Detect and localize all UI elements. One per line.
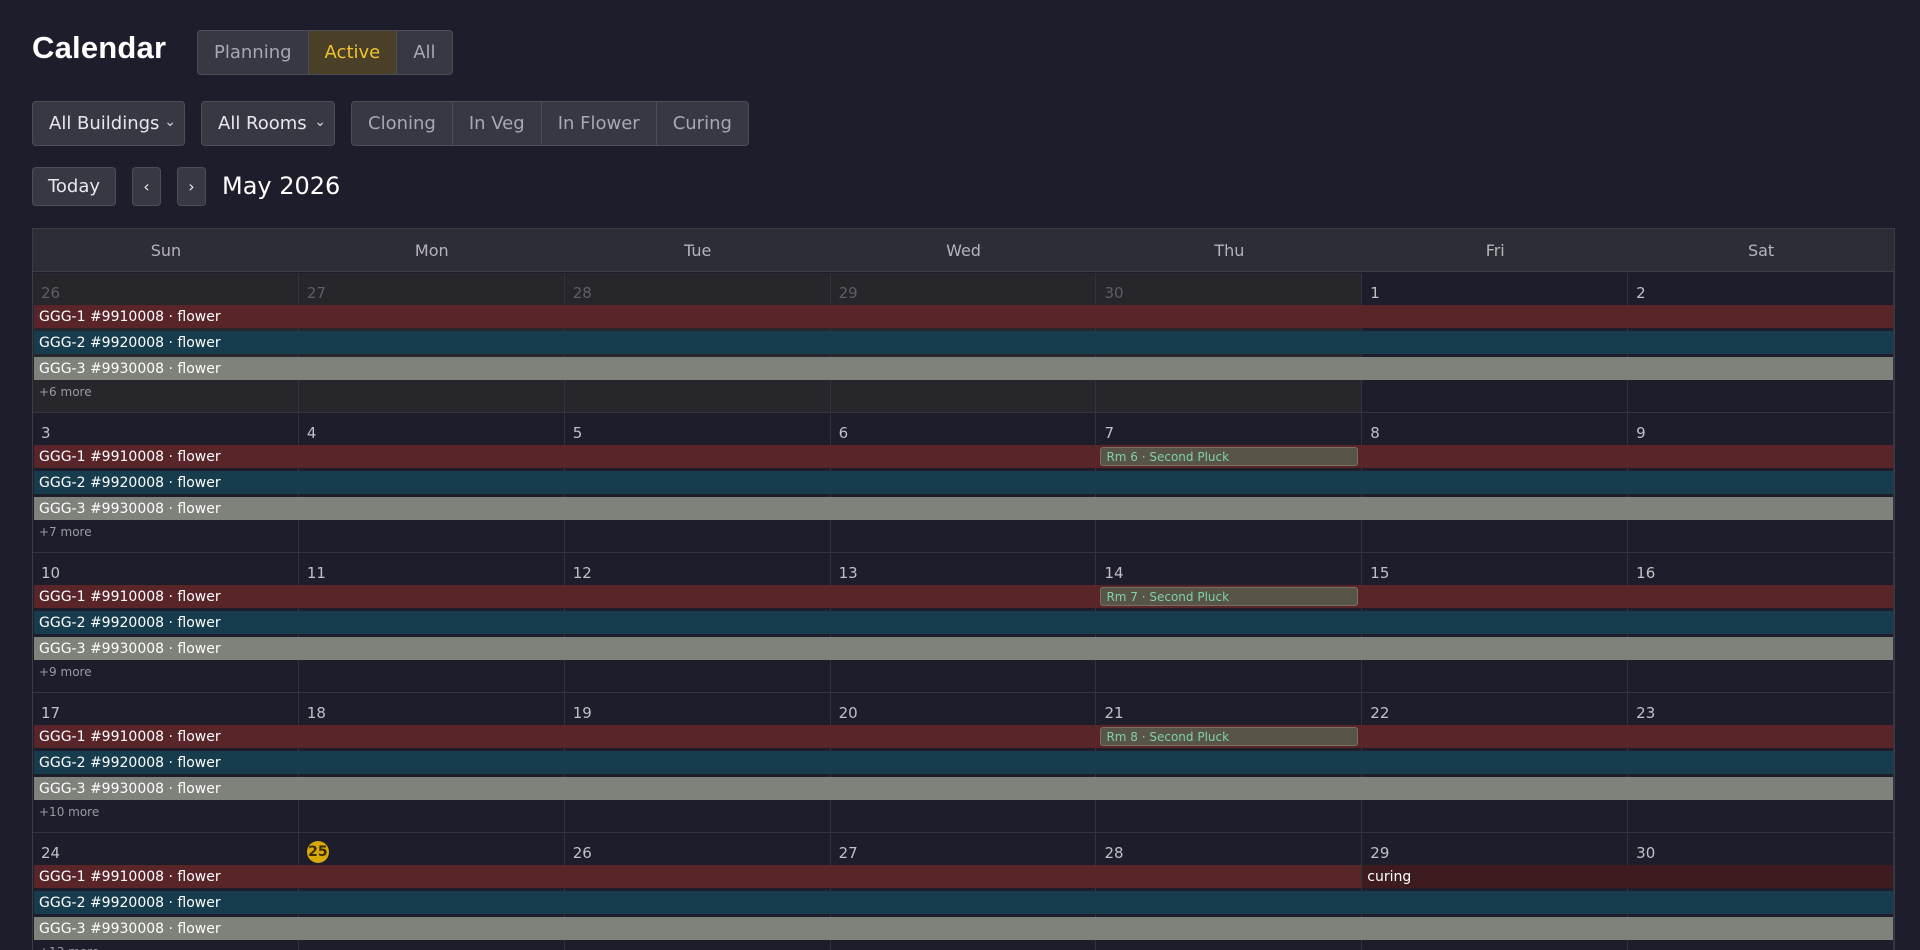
event-bar-ggg2[interactable]: GGG-2 #9920008 · flower — [34, 611, 1894, 634]
day-cell[interactable]: 30 — [1628, 833, 1894, 950]
day-number: 3 — [41, 424, 51, 442]
day-number: 9 — [1636, 424, 1646, 442]
day-number: 8 — [1370, 424, 1380, 442]
day-number: 17 — [41, 704, 61, 722]
calendar-week: 3 4 5 6 7 8 9 GGG-1 #9910008 · flower GGG-2 #992… — [33, 413, 1894, 553]
day-number: 26 — [41, 284, 61, 302]
month-calendar: Sun Mon Tue Wed Thu Fri Sat 26 27 28 29 30 1 2… — [32, 228, 1895, 950]
event-bar-ggg2[interactable]: GGG-2 #9920008 · flower — [34, 891, 1894, 914]
event-bar-ggg1[interactable]: GGG-1 #9910008 · flower — [34, 725, 1894, 748]
event-bar-ggg3[interactable]: GGG-3 #9930008 · flower — [34, 777, 1894, 800]
event-bar-curing[interactable]: curing — [1362, 865, 1894, 888]
day-number: 2 — [1636, 284, 1646, 302]
weekday-label: Fri — [1485, 240, 1505, 260]
event-bar-ggg2[interactable]: GGG-2 #9920008 · flower — [34, 331, 1894, 354]
day-cell[interactable]: 2 — [1628, 273, 1894, 413]
pluck-event[interactable]: Rm 7 · Second Pluck — [1100, 587, 1359, 606]
event-bar-ggg1[interactable]: GGG-1 #9910008 · flower — [34, 445, 1894, 468]
event-bar-ggg2[interactable]: GGG-2 #9920008 · flower — [34, 471, 1894, 494]
day-number: 21 — [1104, 704, 1124, 722]
day-number: 7 — [1104, 424, 1114, 442]
view-mode-toggle: Planning Active All — [197, 30, 453, 75]
day-number: 6 — [838, 424, 849, 442]
day-number: 29 — [1370, 844, 1390, 862]
stage-veg-button[interactable]: In Veg — [453, 102, 542, 145]
month-title: May 2026 — [222, 172, 341, 200]
today-date-badge: 25 — [306, 841, 329, 863]
view-planning-button[interactable]: Planning — [198, 31, 309, 74]
event-bar-ggg1[interactable]: GGG-1 #9910008 · flower — [34, 585, 1894, 608]
event-bar-ggg3[interactable]: GGG-3 #9930008 · flower — [34, 497, 1894, 520]
day-number: 28 — [572, 284, 592, 302]
day-number: 30 — [1104, 284, 1124, 302]
rooms-select[interactable]: All Rooms ⌄ — [201, 101, 335, 146]
weekday-label: Tue — [683, 240, 712, 260]
more-events-link[interactable]: +6 more — [39, 385, 92, 399]
calendar-week: 17 18 19 20 21 22 23 GGG-1 #9910008 · flower GGG… — [33, 693, 1894, 833]
weekday-header: Sun Mon Tue Wed Thu Fri Sat — [33, 229, 1894, 272]
weekday-label: Sat — [1747, 240, 1775, 260]
day-number: 20 — [838, 704, 858, 722]
day-number: 27 — [306, 284, 326, 302]
event-bar-ggg3[interactable]: GGG-3 #9930008 · flower — [34, 637, 1894, 660]
day-number: 11 — [306, 564, 326, 582]
day-number: 5 — [572, 424, 583, 442]
day-number: 30 — [1636, 844, 1656, 862]
day-number: 18 — [306, 704, 326, 722]
day-number: 10 — [41, 564, 61, 582]
day-number: 13 — [838, 564, 858, 582]
weekday-label: Wed — [946, 240, 981, 260]
day-number: 16 — [1636, 564, 1656, 582]
day-number: 28 — [1104, 844, 1124, 862]
event-bar-ggg3[interactable]: GGG-3 #9930008 · flower — [34, 917, 1894, 940]
day-cell[interactable]: 16 — [1628, 553, 1894, 693]
day-number: 1 — [1370, 284, 1380, 302]
calendar-week: 26 27 28 29 30 1 2 GGG-1 #9910008 · flower GGG-2… — [33, 273, 1894, 413]
event-bar-ggg1[interactable]: GGG-1 #9910008 · flower — [34, 305, 1894, 328]
day-cell[interactable]: 9 — [1628, 413, 1894, 553]
page-title: Calendar — [32, 30, 167, 65]
day-cell[interactable]: 23 — [1628, 693, 1894, 833]
calendar-week: 10 11 12 13 14 15 16 GGG-1 #9910008 · flower GGG… — [33, 553, 1894, 693]
event-bar-ggg3[interactable]: GGG-3 #9930008 · flower — [34, 357, 1894, 380]
day-number: 27 — [838, 844, 858, 862]
day-number: 29 — [838, 284, 858, 302]
prev-month-button[interactable]: ‹ — [132, 167, 161, 206]
event-bar-ggg1[interactable]: GGG-1 #9910008 · flower — [34, 865, 1362, 888]
more-events-link[interactable]: +9 more — [39, 665, 92, 679]
rooms-select-label: All Rooms — [218, 113, 307, 134]
view-all-button[interactable]: All — [413, 42, 436, 63]
chevron-down-icon: ⌄ — [164, 114, 176, 130]
day-number: 12 — [572, 564, 592, 582]
stage-filter-toggle: Cloning In Veg In Flower Curing — [351, 101, 749, 146]
pluck-event[interactable]: Rm 6 · Second Pluck — [1100, 447, 1359, 466]
chevron-down-icon: ⌄ — [314, 114, 326, 130]
stage-flower-button[interactable]: In Flower — [542, 102, 657, 145]
weekday-label: Thu — [1214, 240, 1245, 260]
stage-cloning-button[interactable]: Cloning — [352, 102, 453, 145]
event-bar-ggg2[interactable]: GGG-2 #9920008 · flower — [34, 751, 1894, 774]
day-number: 22 — [1370, 704, 1390, 722]
calendar-week: 24 25 26 27 28 29 30 GGG-1 #9910008 · flower GGG… — [33, 833, 1894, 950]
day-number: 19 — [572, 704, 592, 722]
buildings-select-label: All Buildings — [49, 113, 160, 134]
weekday-label: Mon — [414, 240, 449, 260]
more-events-link[interactable]: +7 more — [39, 525, 92, 539]
view-active-button[interactable]: Active — [308, 31, 398, 74]
buildings-select[interactable]: All Buildings ⌄ — [32, 101, 185, 146]
today-button[interactable]: Today — [32, 167, 116, 206]
more-events-link[interactable]: +13 more — [39, 945, 99, 950]
day-number: 23 — [1636, 704, 1656, 722]
more-events-link[interactable]: +10 more — [39, 805, 100, 819]
day-number: 26 — [572, 844, 592, 862]
next-month-button[interactable]: › — [177, 167, 206, 206]
stage-curing-button[interactable]: Curing — [672, 113, 732, 134]
day-number: 24 — [41, 844, 61, 862]
day-number: 14 — [1104, 564, 1124, 582]
day-number: 15 — [1370, 564, 1390, 582]
weekday-label: Sun — [150, 240, 182, 260]
pluck-event[interactable]: Rm 8 · Second Pluck — [1100, 727, 1359, 746]
day-number: 4 — [306, 424, 317, 442]
